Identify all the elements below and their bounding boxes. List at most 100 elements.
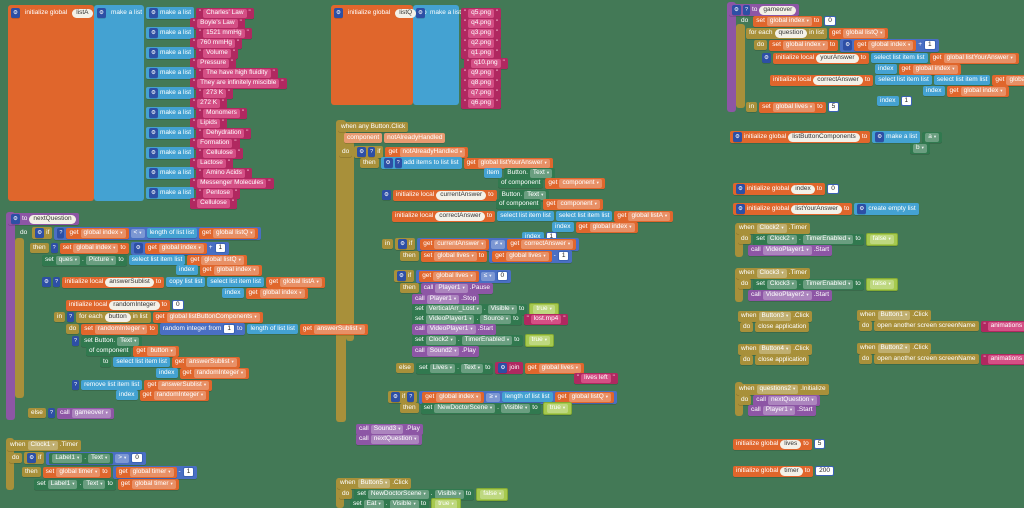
- math-block[interactable]: random integer from 1 to: [159, 323, 246, 335]
- dropdown[interactable]: global listA: [1006, 75, 1024, 85]
- variable-block[interactable]: ⚙ initialize global index to: [733, 183, 826, 195]
- string-block[interactable]: 273 K: [196, 87, 234, 99]
- dropdown[interactable]: Lives: [429, 363, 456, 373]
- list-block[interactable]: ⚙ make a list: [146, 167, 195, 179]
- mutator-icon[interactable]: ?: [72, 380, 80, 390]
- variable-block[interactable]: get global index: [422, 391, 485, 403]
- dropdown[interactable]: true: [528, 335, 551, 345]
- logic-block[interactable]: false: [865, 277, 898, 291]
- variable-block[interactable]: initialize global timer to: [733, 465, 814, 477]
- dropdown[interactable]: Clock2: [766, 234, 798, 244]
- mutator-icon[interactable]: ?: [72, 336, 80, 346]
- mutator-icon[interactable]: ?: [67, 312, 75, 322]
- list-block[interactable]: ⚙ make a list: [146, 87, 195, 99]
- mutator-icon[interactable]: ⚙: [149, 8, 158, 18]
- dropdown[interactable]: answerSublist: [186, 357, 237, 367]
- mutator-icon[interactable]: ⚙: [149, 68, 158, 78]
- string-block[interactable]: q3.png: [461, 27, 502, 39]
- dropdown[interactable]: global listQ: [213, 228, 256, 238]
- component-block[interactable]: Label1.Text: [49, 452, 114, 464]
- variable-block[interactable]: get global index: [946, 85, 1009, 97]
- mutator-icon[interactable]: ?: [407, 392, 415, 402]
- dropdown[interactable]: Clock1: [27, 440, 58, 450]
- list-block[interactable]: ⚙ make a list: [146, 67, 195, 79]
- list-block[interactable]: ⚙ make a list: [146, 147, 195, 159]
- string-block[interactable]: Amino Acids: [196, 167, 253, 179]
- variable-block[interactable]: get global listQ: [187, 254, 247, 266]
- string-block[interactable]: q2.png: [461, 37, 502, 49]
- dropdown[interactable]: answerSublist: [158, 380, 210, 390]
- name-field[interactable]: gameover: [759, 5, 797, 15]
- variable-block[interactable]: ⚙ initialize global listButtonComponents to: [730, 131, 871, 143]
- variable-block[interactable]: initialize local currentAnswer to: [392, 189, 497, 201]
- dropdown[interactable]: randomInteger: [94, 324, 148, 334]
- number-literal[interactable]: 5: [827, 102, 840, 112]
- dropdown[interactable]: global index: [782, 40, 828, 50]
- list-block[interactable]: ⚙? add items to list list: [380, 157, 462, 169]
- number-literal[interactable]: 0: [827, 184, 839, 194]
- logic-block[interactable]: true: [542, 401, 573, 415]
- logic-block[interactable]: false: [476, 487, 509, 501]
- dropdown[interactable]: global listQ: [568, 392, 612, 402]
- mutator-icon[interactable]: ⚙: [875, 132, 885, 142]
- mutator-icon[interactable]: ⚙: [133, 243, 143, 253]
- variable-block[interactable]: get correctAnswer: [507, 238, 577, 250]
- dropdown[interactable]: Visible: [434, 489, 464, 499]
- variable-block[interactable]: get global lives: [419, 270, 479, 282]
- component-block[interactable]: Button. Text: [504, 167, 556, 179]
- dropdown[interactable]: Player1: [435, 283, 468, 293]
- variable-block[interactable]: get global lives: [492, 250, 552, 262]
- dropdown[interactable]: global index: [73, 243, 119, 253]
- dropdown[interactable]: Button5: [357, 478, 391, 488]
- mutator-icon[interactable]: ?: [394, 158, 402, 168]
- name-field[interactable]: timer: [780, 466, 803, 476]
- name-field[interactable]: question: [774, 28, 808, 38]
- mutator-icon[interactable]: ⚙: [35, 228, 45, 238]
- string-block[interactable]: lives left: [574, 372, 618, 384]
- dropdown[interactable]: ≠: [491, 239, 506, 249]
- name-field[interactable]: listButtonComponents: [788, 132, 860, 142]
- mutator-icon[interactable]: ⚙: [736, 184, 745, 194]
- dropdown[interactable]: global index: [960, 86, 1006, 96]
- dropdown[interactable]: Text: [88, 453, 111, 463]
- dropdown[interactable]: global lives: [433, 271, 476, 281]
- dropdown[interactable]: nextQuestion: [768, 395, 817, 405]
- control-block[interactable]: ⚙ if: [394, 270, 415, 282]
- dropdown[interactable]: global index: [213, 265, 259, 275]
- mutator-icon[interactable]: ⚙: [357, 147, 367, 157]
- dropdown[interactable]: true: [546, 403, 569, 413]
- dropdown[interactable]: global lives: [434, 251, 477, 261]
- variable-block[interactable]: ⚙ initialize global listYourAnswer to: [733, 203, 853, 215]
- string-block[interactable]: q10.png: [464, 57, 508, 69]
- string-block[interactable]: q1.png: [461, 47, 502, 59]
- string-block[interactable]: Cellulose: [196, 147, 244, 159]
- dropdown[interactable]: Label1: [47, 479, 78, 489]
- dropdown[interactable]: VerticalArr_Lost: [425, 304, 482, 314]
- list-block[interactable]: ⚙ make a list: [146, 27, 195, 39]
- variable-block[interactable]: get answerSublist: [144, 379, 213, 391]
- dropdown[interactable]: <: [130, 228, 145, 238]
- mutator-icon[interactable]: ⚙: [97, 8, 106, 18]
- string-block[interactable]: Cellulose: [190, 197, 238, 209]
- dropdown[interactable]: global listQ: [842, 28, 886, 38]
- mutator-icon[interactable]: ⚙: [383, 158, 393, 168]
- list-block[interactable]: ⚙ make a list: [146, 107, 195, 119]
- name-field[interactable]: randomInteger: [109, 300, 160, 310]
- dropdown[interactable]: randomInteger: [193, 368, 247, 378]
- control-block[interactable]: ⚙ if: [24, 452, 45, 464]
- dropdown[interactable]: Button3: [758, 311, 792, 321]
- string-block[interactable]: Formation: [190, 137, 240, 149]
